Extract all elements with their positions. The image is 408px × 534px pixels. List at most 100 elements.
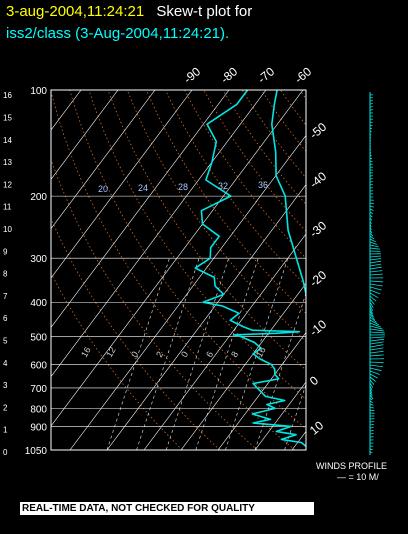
wind-barb (369, 181, 373, 183)
wind-barb (369, 403, 374, 406)
wind-barb (369, 424, 374, 426)
wind-barb (369, 295, 377, 302)
plot-area (51, 90, 408, 450)
dry-adiabat (376, 90, 408, 450)
wind-barb (369, 205, 374, 208)
winds-profile (369, 92, 385, 455)
wind-barb (369, 313, 376, 320)
dry-adiabat (299, 90, 306, 100)
wind-barb (369, 292, 379, 299)
wind-barb (369, 367, 382, 372)
mixing-ratio-label-lower: 16 (79, 345, 93, 359)
wind-barb (369, 379, 375, 385)
mixing-ratio-line (195, 258, 259, 450)
wind-barb (369, 151, 372, 154)
wind-barb (369, 202, 374, 205)
wind-barb (369, 289, 381, 295)
dry-adiabat (395, 90, 408, 450)
wind-barb (369, 319, 379, 326)
height-label: 0 (3, 448, 8, 457)
wind-barb (369, 307, 373, 314)
wind-barb (369, 148, 372, 151)
height-label: 6 (3, 314, 8, 323)
pressure-label: 600 (30, 360, 47, 371)
pressure-label: 700 (30, 384, 47, 395)
winds-scale-label: — = 10 M/ (337, 472, 379, 482)
wind-barb (369, 336, 385, 339)
wind-barb (369, 373, 378, 379)
height-label: 4 (3, 359, 8, 368)
wind-barb (369, 316, 377, 323)
isotherm-label: -50 (307, 120, 330, 142)
wind-barb (369, 136, 372, 139)
wind-barb (369, 370, 380, 375)
height-label: 2 (3, 403, 8, 412)
wind-barb (369, 273, 383, 276)
wind-barb (369, 409, 375, 412)
dry-adiabat (184, 90, 306, 259)
pressure-label: 400 (30, 298, 47, 309)
wind-barb (369, 451, 373, 454)
mixing-ratio-label-lower: 8 (229, 350, 240, 359)
height-label: 10 (3, 225, 12, 234)
height-label: 16 (3, 91, 12, 100)
title-line-1: 3-aug-2004,11:24:21 Skew-t plot for (6, 3, 252, 20)
isotherm (69, 134, 306, 450)
dry-adiabat (145, 90, 306, 314)
dry-adiabat (51, 158, 258, 450)
wind-barb (369, 241, 378, 245)
quality-warning: REAL-TIME DATA, NOT CHECKED FOR QUALITY (20, 502, 314, 515)
wind-barb (369, 247, 380, 250)
wind-barb (369, 400, 374, 404)
wind-barb (369, 163, 373, 165)
wind-barb (369, 263, 382, 267)
mixing-ratio-line (225, 258, 289, 450)
wind-barb (369, 406, 375, 409)
isotherm-label: -30 (307, 218, 330, 240)
wind-barb (369, 283, 383, 287)
height-label: 12 (3, 180, 12, 189)
isotherm (51, 90, 304, 427)
wind-barb (369, 127, 373, 130)
pressure-label: 900 (30, 422, 47, 433)
wind-barb (369, 301, 374, 308)
isotherm-label: -90 (181, 64, 204, 86)
isotherm (51, 90, 193, 279)
mixing-ratio-line (373, 258, 408, 450)
mixing-ratio-label-lower: 12 (104, 345, 118, 359)
height-label: 1 (3, 426, 8, 435)
wind-barb (369, 298, 375, 305)
mixing-ratio-label-lower: 16 (254, 345, 268, 359)
temperature-trace (271, 90, 306, 299)
pressure-label: 100 (30, 86, 47, 97)
wind-barb (369, 145, 371, 148)
wind-barb (369, 154, 372, 157)
dry-adiabat (338, 90, 408, 450)
wind-barb (369, 331, 385, 334)
wind-barb (369, 391, 373, 397)
isotherm (51, 90, 119, 180)
wind-barb (369, 103, 373, 105)
wind-barb (369, 142, 371, 145)
wind-barb (369, 130, 372, 133)
pressure-label: 300 (30, 254, 47, 265)
mixing-ratio-label: 24 (138, 183, 148, 193)
wind-barb (369, 258, 382, 261)
mixing-ratio-label-lower: 2 (154, 350, 165, 359)
mixing-ratio-line (106, 258, 170, 450)
mixing-ratio-label-lower: 6 (204, 350, 215, 359)
mixing-ratio-line (344, 258, 406, 450)
wind-barb (369, 100, 373, 102)
wind-barb (369, 226, 372, 231)
isotherm-label: -20 (307, 268, 330, 290)
wind-barb (369, 354, 384, 357)
wind-barb (369, 255, 382, 258)
wind-barb (369, 347, 384, 351)
height-label: 3 (3, 381, 8, 390)
isotherm (106, 184, 306, 450)
wind-barb (369, 260, 382, 264)
wind-barb (369, 244, 379, 248)
wind-barb (369, 397, 373, 401)
wind-barb (369, 341, 384, 345)
